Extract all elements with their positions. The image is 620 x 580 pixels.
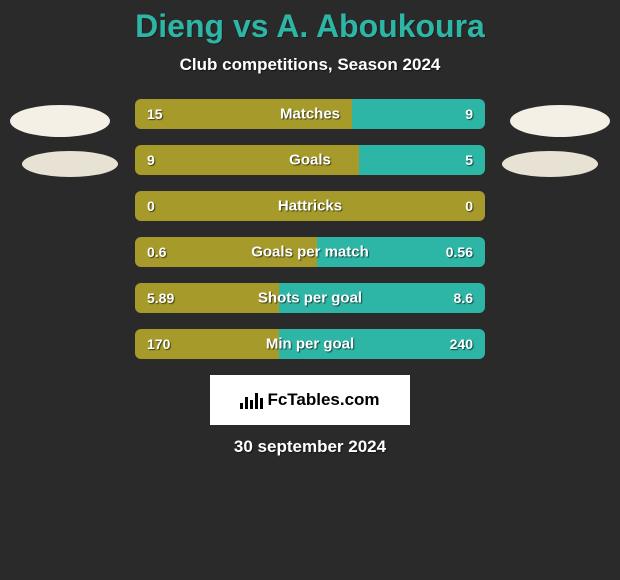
stat-label: Matches: [280, 106, 340, 123]
stat-value-right: 9: [465, 106, 473, 122]
date-label: 30 september 2024: [0, 437, 620, 457]
player-left-avatar: [10, 105, 110, 137]
page-title: Dieng vs A. Aboukoura: [0, 8, 620, 45]
stat-value-right: 0: [465, 198, 473, 214]
comparison-card: Dieng vs A. Aboukoura Club competitions,…: [0, 0, 620, 457]
stat-rows: 15 9 Matches 9 5 Goals 0 0 Hattricks 0.6 0.56 Goals…: [0, 99, 620, 359]
stat-row: 9 5 Goals: [135, 145, 485, 175]
stat-label: Goals per match: [251, 244, 369, 261]
stat-row: 0.6 0.56 Goals per match: [135, 237, 485, 267]
player-right-avatar-shadow: [502, 151, 598, 177]
player-left-avatar-shadow: [22, 151, 118, 177]
stat-value-right: 240: [450, 336, 473, 352]
stat-row: 170 240 Min per goal: [135, 329, 485, 359]
stat-row: 5.89 8.6 Shots per goal: [135, 283, 485, 313]
branding-text: FcTables.com: [267, 390, 379, 410]
stat-value-left: 5.89: [147, 290, 174, 306]
stat-value-right: 5: [465, 152, 473, 168]
stat-value-left: 0.6: [147, 244, 166, 260]
stat-row: 0 0 Hattricks: [135, 191, 485, 221]
stat-row: 15 9 Matches: [135, 99, 485, 129]
player-right-avatar: [510, 105, 610, 137]
branding-content: FcTables.com: [240, 390, 379, 410]
branding-banner: FcTables.com: [210, 375, 410, 425]
stat-value-left: 0: [147, 198, 155, 214]
stat-value-left: 15: [147, 106, 163, 122]
stat-value-left: 170: [147, 336, 170, 352]
stat-label: Shots per goal: [258, 290, 362, 307]
stat-value-left: 9: [147, 152, 155, 168]
subtitle: Club competitions, Season 2024: [0, 55, 620, 75]
branding-icon: [240, 391, 263, 409]
stat-label: Goals: [289, 152, 331, 169]
stat-value-right: 8.6: [454, 290, 473, 306]
stat-value-right: 0.56: [446, 244, 473, 260]
stats-area: 15 9 Matches 9 5 Goals 0 0 Hattricks 0.6 0.56 Goals…: [0, 99, 620, 359]
stat-label: Min per goal: [266, 336, 354, 353]
stat-label: Hattricks: [278, 198, 342, 215]
